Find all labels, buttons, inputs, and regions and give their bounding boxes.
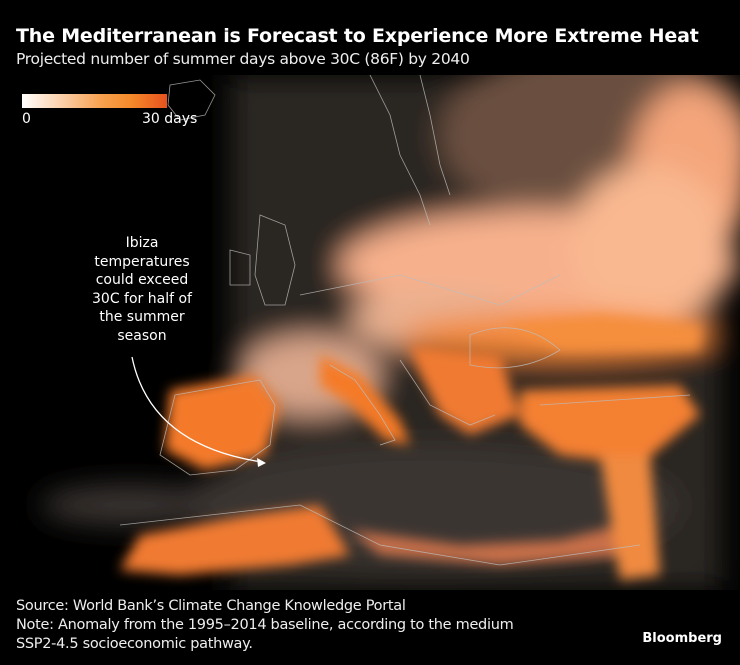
note-line-1: Note: Anomaly from the 1995–2014 baselin… xyxy=(16,617,514,633)
annotation-arrow xyxy=(131,356,263,463)
source-text: Source: World Bank’s Climate Change Know… xyxy=(16,598,406,614)
heat-map xyxy=(0,75,740,590)
footer-notes: Source: World Bank’s Climate Change Know… xyxy=(16,597,514,654)
chart-title: The Mediterranean is Forecast to Experie… xyxy=(16,25,699,47)
legend-min-label: 0 xyxy=(22,111,31,127)
chart-subtitle: Projected number of summer days above 30… xyxy=(16,50,470,68)
bloomberg-logo: Bloomberg xyxy=(642,631,722,646)
arrow-head xyxy=(257,458,266,467)
note-line-2: SSP2-4.5 socioeconomic pathway. xyxy=(16,636,253,652)
legend-max-label: 30 days xyxy=(142,111,198,127)
country-borders xyxy=(119,75,691,566)
ibiza-annotation: Ibiza temperatures could exceed 30C for … xyxy=(92,235,192,344)
color-legend: 0 30 days xyxy=(22,94,212,129)
legend-gradient-bar xyxy=(22,94,167,108)
